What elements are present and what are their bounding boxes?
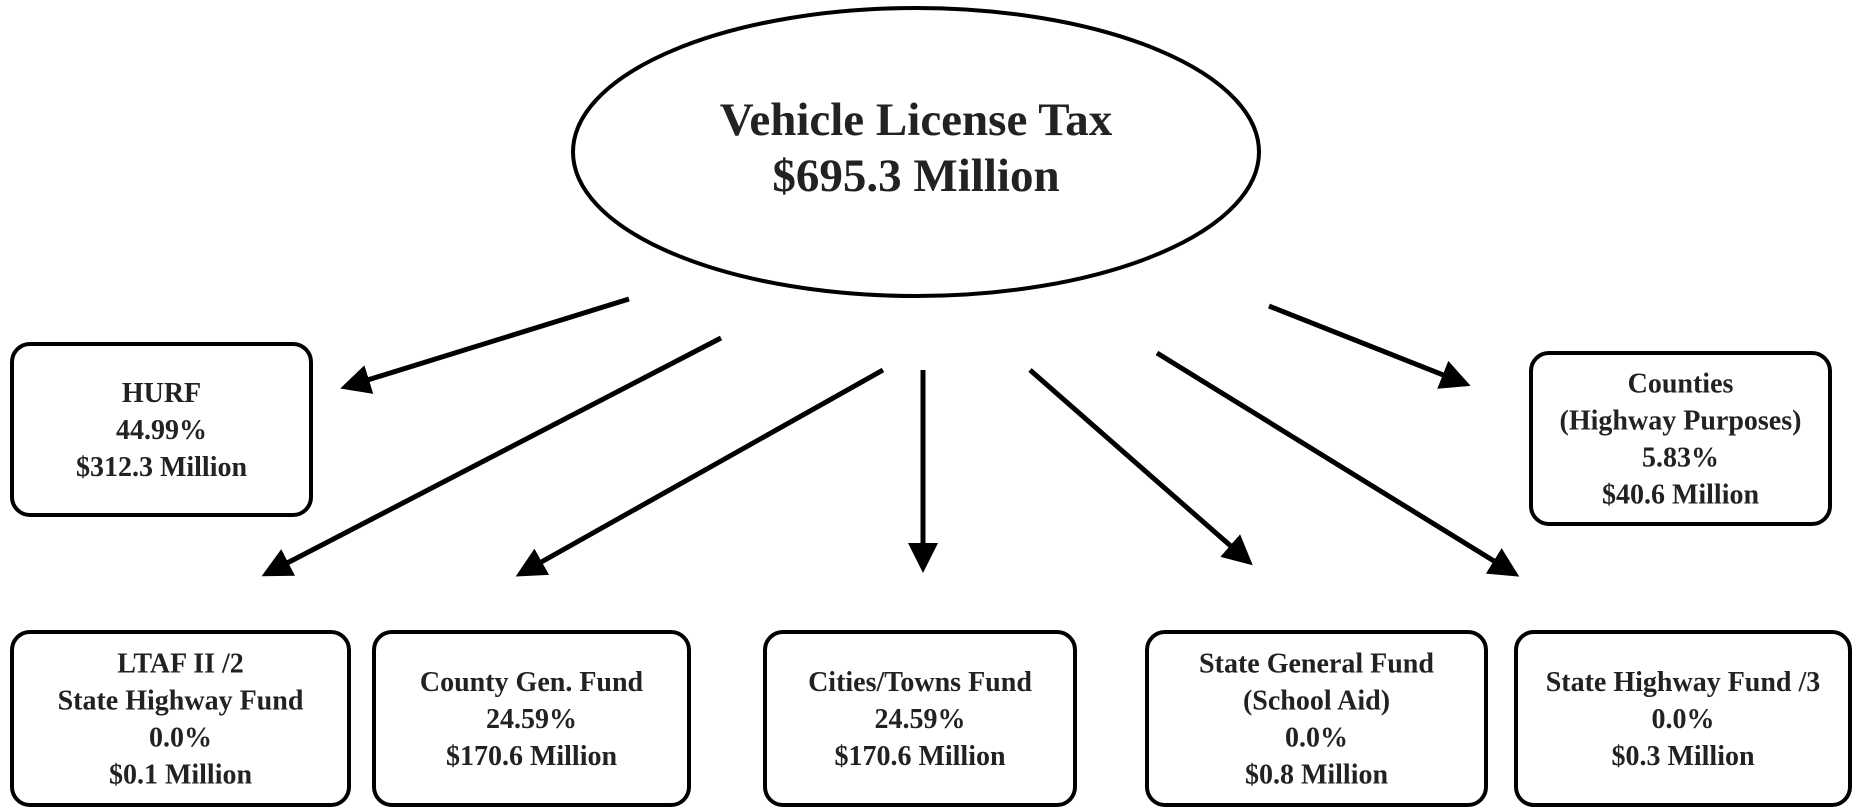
arrow xyxy=(340,296,630,394)
arrow xyxy=(1155,350,1520,577)
node-box xyxy=(10,342,313,517)
node-line: $40.6 Million xyxy=(1602,479,1760,510)
node-box xyxy=(763,630,1077,807)
arrow xyxy=(1028,368,1253,566)
node-line: $170.6 Million xyxy=(446,741,618,772)
node-line: (Highway Purposes) xyxy=(1560,405,1802,436)
node-line: Counties xyxy=(1628,368,1734,399)
node-line: $312.3 Million xyxy=(76,452,248,483)
node-line: 0.0% xyxy=(1285,722,1348,753)
arrow xyxy=(1268,303,1471,389)
node-box xyxy=(1514,630,1852,807)
node-box xyxy=(372,630,691,807)
arrow xyxy=(261,335,723,577)
node-line: 24.59% xyxy=(486,704,577,735)
node-line: Cities/Towns Fund xyxy=(808,667,1032,698)
node-box xyxy=(1145,630,1488,807)
node-line: $0.8 Million xyxy=(1245,759,1389,790)
node-box xyxy=(1529,351,1832,526)
node-line: (School Aid) xyxy=(1243,685,1390,716)
node-line: 5.83% xyxy=(1642,442,1719,473)
title-line: Vehicle License Tax xyxy=(720,94,1113,146)
node-line: $0.1 Million xyxy=(109,759,253,790)
node-line: 0.0% xyxy=(1652,704,1715,735)
node-line: $0.3 Million xyxy=(1611,741,1755,772)
node-line: 0.0% xyxy=(149,722,212,753)
node-box xyxy=(10,630,351,807)
node-line: LTAF II /2 xyxy=(117,648,244,679)
node-line: $170.6 Million xyxy=(834,741,1006,772)
node-line: State General Fund xyxy=(1199,648,1434,679)
root-ellipse xyxy=(571,6,1261,298)
arrow xyxy=(515,367,885,577)
arrows xyxy=(261,296,1520,577)
node-line: County Gen. Fund xyxy=(420,667,644,698)
node-line: State Highway Fund xyxy=(58,685,304,716)
node-line: HURF xyxy=(122,378,201,409)
node-line: 24.59% xyxy=(875,704,966,735)
title-line: $695.3 Million xyxy=(772,150,1059,202)
node-line: State Highway Fund /3 xyxy=(1546,667,1821,698)
node-line: 44.99% xyxy=(116,415,207,446)
